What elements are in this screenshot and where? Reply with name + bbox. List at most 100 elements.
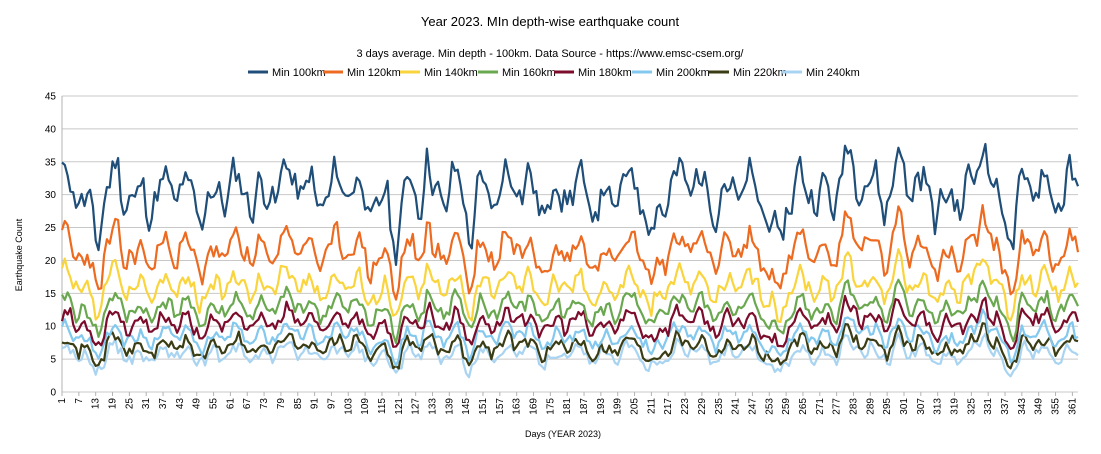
x-tick-label: 205	[630, 398, 641, 415]
legend-item: Min 240km	[782, 67, 860, 79]
y-axis-ticks: 0 5 10 15 20 25 30 35 40 45	[45, 92, 57, 399]
x-tick-label: 295	[882, 398, 893, 415]
x-tick-label: 193	[596, 398, 607, 415]
legend-item: Min 220km	[709, 67, 787, 79]
x-tick-label: 247	[747, 398, 758, 415]
x-tick-label: 157	[495, 398, 506, 415]
x-tick-label: 37	[158, 398, 169, 410]
series-lines	[60, 142, 1080, 379]
x-tick-label: 145	[461, 398, 472, 415]
series-line	[60, 204, 1080, 301]
series-line	[60, 308, 1079, 367]
x-tick-label: 85	[293, 398, 304, 410]
x-tick-label: 133	[427, 398, 438, 415]
series-line	[60, 248, 1079, 324]
x-tick-label: 253	[764, 398, 775, 415]
x-tick-label: 43	[175, 398, 186, 410]
x-tick-label: 235	[714, 398, 725, 415]
x-tick-label: 115	[377, 398, 388, 414]
y-tick-label: 5	[50, 355, 56, 366]
x-tick-label: 277	[832, 398, 843, 415]
x-tick-label: 289	[865, 398, 876, 415]
x-tick-label: 91	[310, 398, 321, 410]
y-tick-label: 10	[45, 322, 57, 333]
x-tick-label: 79	[276, 398, 287, 410]
x-tick-label: 313	[933, 398, 944, 415]
x-axis-ticks: 1 7 13 19 25 31 37 43 49 55 61 67 73 79 85 91 97 103 109 11…	[57, 392, 1078, 415]
x-tick-label: 319	[950, 398, 961, 415]
y-tick-label: 20	[45, 256, 57, 267]
legend-label: Min 140km	[424, 67, 478, 79]
series-line	[61, 278, 1079, 344]
legend-label: Min 240km	[806, 67, 860, 79]
x-tick-label: 1	[57, 398, 68, 404]
x-tick-label: 163	[512, 398, 523, 415]
x-tick-label: 337	[1000, 398, 1011, 415]
y-tick-label: 15	[45, 289, 57, 300]
x-tick-label: 19	[108, 398, 119, 410]
x-tick-label: 49	[192, 398, 203, 410]
x-tick-label: 217	[663, 398, 674, 415]
chart-title: Year 2023. MIn depth-wise earthquake cou…	[421, 14, 680, 29]
x-tick-label: 265	[798, 398, 809, 415]
x-tick-label: 355	[1051, 398, 1062, 415]
x-tick-label: 187	[579, 398, 590, 415]
x-tick-label: 55	[209, 398, 220, 410]
x-axis-label: Days (YEAR 2023)	[525, 429, 601, 439]
legend-item: Min 140km	[400, 67, 478, 79]
y-tick-label: 30	[45, 190, 57, 201]
y-axis-label: Earthquake Count	[14, 218, 24, 291]
x-tick-label: 199	[613, 398, 624, 415]
y-tick-label: 45	[45, 92, 57, 103]
x-tick-label: 13	[91, 398, 102, 410]
x-tick-label: 139	[444, 398, 455, 415]
legend-item: Min 180km	[554, 67, 632, 79]
x-tick-label: 349	[1034, 398, 1045, 415]
y-tick-label: 40	[45, 124, 57, 135]
legend-label: Min 160km	[502, 67, 556, 79]
x-tick-label: 127	[411, 398, 422, 415]
x-tick-label: 109	[360, 398, 371, 415]
x-tick-label: 97	[326, 398, 337, 410]
legend-label: Min 100km	[272, 67, 326, 79]
x-tick-label: 169	[529, 398, 540, 415]
x-tick-label: 7	[74, 398, 85, 404]
x-tick-label: 151	[478, 398, 489, 415]
x-tick-label: 175	[545, 398, 556, 415]
legend-item: Min 120km	[323, 67, 401, 79]
x-tick-label: 103	[343, 398, 354, 415]
x-tick-label: 259	[781, 398, 792, 415]
x-tick-label: 241	[731, 398, 742, 415]
series-line	[61, 142, 1080, 266]
x-tick-label: 325	[966, 398, 977, 415]
y-tick-label: 25	[45, 223, 57, 234]
x-tick-label: 223	[680, 398, 691, 415]
series-line	[61, 332, 1079, 379]
x-tick-label: 67	[242, 398, 253, 410]
y-tick-label: 35	[45, 157, 57, 168]
x-tick-label: 343	[1017, 398, 1028, 415]
x-tick-label: 361	[1067, 398, 1078, 415]
legend-item: Min 100km	[248, 67, 326, 79]
legend-label: Min 180km	[578, 67, 632, 79]
x-tick-label: 283	[848, 398, 859, 415]
x-tick-label: 331	[983, 398, 994, 415]
x-tick-label: 121	[394, 398, 405, 415]
x-tick-label: 271	[815, 398, 826, 415]
legend-label: Min 200km	[656, 67, 710, 79]
legend-item: Min 160km	[478, 67, 556, 79]
x-tick-label: 301	[899, 398, 910, 415]
x-tick-label: 61	[225, 398, 236, 410]
x-tick-label: 211	[646, 398, 657, 414]
x-tick-label: 31	[141, 398, 152, 410]
y-tick-label: 0	[50, 388, 56, 399]
x-tick-label: 229	[697, 398, 708, 415]
x-tick-label: 25	[124, 398, 135, 410]
legend-label: Min 220km	[733, 67, 787, 79]
x-tick-label: 181	[562, 398, 573, 415]
legend-label: Min 120km	[347, 67, 401, 79]
chart-subtitle: 3 days average. Min depth - 100km. Data …	[357, 48, 745, 60]
